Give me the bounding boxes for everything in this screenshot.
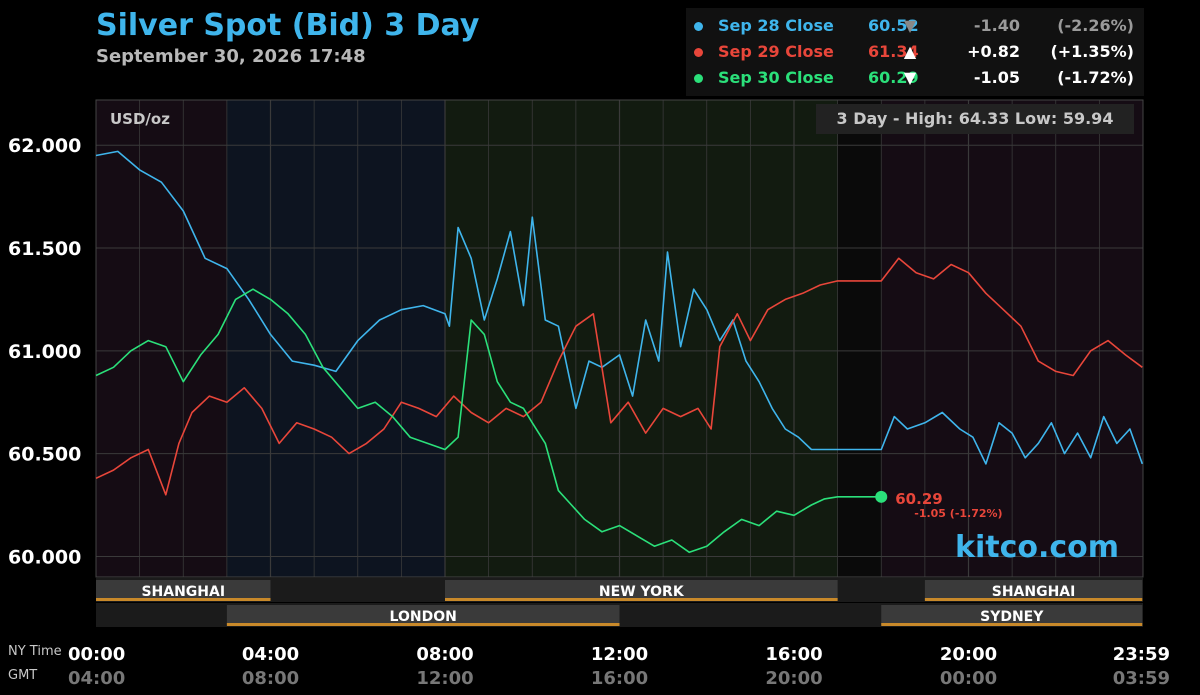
last-price-label: 60.29 <box>895 490 942 508</box>
x-tick-ny: 20:00 <box>940 644 997 665</box>
down-arrow-icon: ▼ <box>903 68 917 87</box>
session-band <box>226 100 445 577</box>
session-label: LONDON <box>390 609 457 625</box>
legend-row-sep30: Sep 30 Close 60.29 ▼ -1.05 (-1.72%) <box>686 68 1144 92</box>
session-bar <box>226 623 620 626</box>
series-line <box>95 150 1144 465</box>
legend-change: -1.05 <box>973 68 1020 87</box>
legend-percent: (+1.35%) <box>1050 42 1134 61</box>
session-label: SHANGHAI <box>992 584 1076 600</box>
x-tick-gmt: 04:00 <box>68 668 125 689</box>
gmt-label: GMT <box>8 668 37 683</box>
legend-change: +0.82 <box>967 42 1020 61</box>
session-bar <box>96 598 271 601</box>
session-label: NEW YORK <box>599 584 685 600</box>
session-block <box>226 605 620 625</box>
session-band <box>837 100 882 577</box>
unit-label: USD/oz <box>110 110 170 128</box>
legend-label: Sep 28 Close <box>718 16 834 35</box>
session-block <box>96 580 271 600</box>
ny-time-label: NY Time <box>8 644 62 659</box>
session-band <box>445 100 838 577</box>
x-tick-ny: 12:00 <box>591 644 648 665</box>
legend-percent: (-1.72%) <box>1057 68 1134 87</box>
y-tick-label: 61.500 <box>8 238 81 260</box>
legend-price: 60.29 <box>868 68 919 87</box>
session-block <box>881 605 1143 625</box>
session-label: SYDNEY <box>980 609 1044 625</box>
session-bar <box>924 598 1143 601</box>
kitco-logo: kitco.com <box>955 530 1120 565</box>
legend-row-sep29: Sep 29 Close 61.34 ▲ +0.82 (+1.35%) <box>686 42 1144 66</box>
x-tick-gmt: 20:00 <box>765 668 822 689</box>
x-tick-ny: 23:59 <box>1113 644 1170 665</box>
x-tick-ny: 08:00 <box>416 644 473 665</box>
x-tick-ny: 04:00 <box>242 644 299 665</box>
series-line <box>95 288 882 554</box>
legend: Sep 28 Close 60.52 ▼ -1.40 (-2.26%) Sep … <box>686 8 1144 96</box>
x-tick-gmt: 12:00 <box>416 668 473 689</box>
x-tick-gmt: 16:00 <box>591 668 648 689</box>
legend-label: Sep 29 Close <box>718 42 834 61</box>
y-tick-label: 60.500 <box>8 444 81 466</box>
legend-dot-icon <box>694 22 703 31</box>
series-line <box>95 257 1143 496</box>
x-tick-ny: 00:00 <box>68 644 125 665</box>
y-tick-label: 62.000 <box>8 135 81 157</box>
legend-label: Sep 30 Close <box>718 68 834 87</box>
y-tick-label: 60.000 <box>8 546 81 568</box>
legend-price: 61.34 <box>868 42 919 61</box>
x-tick-gmt: 00:00 <box>940 668 997 689</box>
high-low-readout: 3 Day - High: 64.33 Low: 59.94 <box>816 104 1134 134</box>
session-bar <box>445 598 838 601</box>
plot-frame <box>95 99 1144 578</box>
up-arrow-icon: ▲ <box>903 42 917 61</box>
legend-percent: (-2.26%) <box>1057 16 1134 35</box>
session-label: SHANGHAI <box>141 584 225 600</box>
legend-dot-icon <box>694 74 703 83</box>
session-band <box>96 100 227 577</box>
legend-change: -1.40 <box>973 16 1020 35</box>
chart-title: Silver Spot (Bid) 3 Day <box>96 8 480 43</box>
x-tick-gmt: 03:59 <box>1113 668 1170 689</box>
last-change-label: -1.05 (-1.72%) <box>914 507 1002 520</box>
chart-date: September 30, 2026 17:48 <box>96 46 366 67</box>
legend-price: 60.52 <box>868 16 919 35</box>
y-tick-label: 61.000 <box>8 341 81 363</box>
down-arrow-icon: ▼ <box>903 16 917 35</box>
last-price-marker <box>875 490 888 503</box>
x-tick-ny: 16:00 <box>765 644 822 665</box>
session-block <box>924 580 1143 600</box>
legend-row-sep28: Sep 28 Close 60.52 ▼ -1.40 (-2.26%) <box>686 16 1144 40</box>
x-tick-gmt: 08:00 <box>242 668 299 689</box>
session-bar <box>881 623 1143 626</box>
legend-dot-icon <box>694 48 703 57</box>
session-block <box>445 580 838 600</box>
